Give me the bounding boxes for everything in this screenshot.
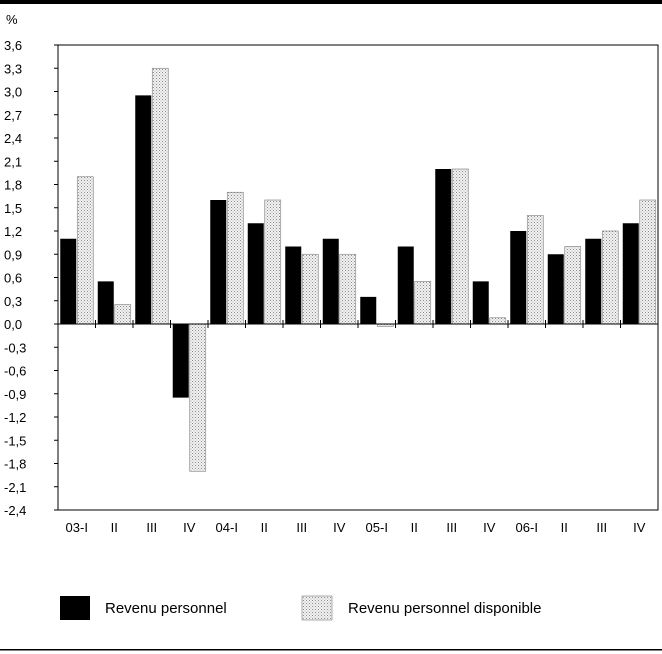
bar-revenu-personnel-10 xyxy=(435,169,452,324)
y-tick-label: -1,5 xyxy=(4,433,26,448)
x-tick-label: III xyxy=(446,520,457,535)
bar-revenu-personnel-disponible-1 xyxy=(114,304,132,325)
y-tick-label: 0,3 xyxy=(4,294,22,309)
bar-revenu-personnel-6 xyxy=(285,246,302,324)
x-tick-label: 04-I xyxy=(216,520,238,535)
bar-revenu-personnel-14 xyxy=(585,238,602,324)
plot-frame xyxy=(57,44,659,511)
y-tick-label: 2,7 xyxy=(4,108,22,123)
legend-label-revenu-personnel: Revenu personnel xyxy=(105,600,227,617)
y-tick-label: 3,3 xyxy=(4,61,22,76)
x-tick-label: III xyxy=(146,520,157,535)
x-tick-label: II xyxy=(261,520,268,535)
bar-revenu-personnel-7 xyxy=(322,238,339,324)
x-tick-label: 06-I xyxy=(516,520,538,535)
y-tick-label: 0,0 xyxy=(4,317,22,332)
y-tick-label: 0,6 xyxy=(4,271,22,286)
x-tick-label: III xyxy=(596,520,607,535)
bar-revenu-personnel-5 xyxy=(247,223,264,324)
y-tick-label: 0,9 xyxy=(4,247,22,262)
y-tick-label: 3,6 xyxy=(4,38,22,53)
bar-revenu-personnel-9 xyxy=(397,246,414,324)
bar-revenu-personnel-8 xyxy=(360,296,377,324)
y-tick-label: -2,1 xyxy=(4,480,26,495)
legend-swatch-revenu-personnel xyxy=(60,596,90,620)
y-tick-label: -0,6 xyxy=(4,364,26,379)
bar-revenu-personnel-disponible-5 xyxy=(264,199,282,325)
bar-revenu-personnel-disponible-3 xyxy=(189,323,207,472)
bar-revenu-personnel-disponible-2 xyxy=(151,67,169,325)
y-tick-label: 2,4 xyxy=(4,131,22,146)
y-tick-label: 1,5 xyxy=(4,201,22,216)
bar-revenu-personnel-disponible-7 xyxy=(339,253,357,325)
y-tick-label: -1,2 xyxy=(4,410,26,425)
legend-label-revenu-personnel-disponible: Revenu personnel disponible xyxy=(348,600,541,617)
bottom-rule xyxy=(0,649,662,651)
bar-revenu-personnel-disponible-4 xyxy=(226,191,244,325)
bar-revenu-personnel-disponible-6 xyxy=(301,253,319,325)
bar-revenu-personnel-11 xyxy=(472,281,489,324)
x-axis: 03-I II III IV 04-I II III IV 05-I II III IV 06-I II I… xyxy=(66,320,646,535)
legend-swatch-revenu-personnel-disponible xyxy=(301,595,333,621)
bar-revenu-personnel-disponible-10 xyxy=(451,168,469,325)
bar-revenu-personnel-disponible-11 xyxy=(489,317,507,325)
x-tick-label: IV xyxy=(483,520,496,535)
y-tick-label: 3,0 xyxy=(4,85,22,100)
bar-revenu-personnel-disponible-0 xyxy=(76,176,94,325)
y-tick-label: -0,9 xyxy=(4,387,26,402)
x-tick-label: III xyxy=(296,520,307,535)
legend: Revenu personnel Revenu personnel dispon… xyxy=(60,595,541,621)
x-tick-label: 03-I xyxy=(66,520,88,535)
bar-revenu-personnel-disponible-14 xyxy=(601,230,619,325)
y-tick-label: 1,2 xyxy=(4,224,22,239)
x-tick-label: II xyxy=(411,520,418,535)
unit-label: % xyxy=(6,12,18,27)
y-tick-label: -1,8 xyxy=(4,457,26,472)
bar-revenu-personnel-3 xyxy=(172,324,189,398)
y-tick-label: 2,1 xyxy=(4,154,22,169)
bar-revenu-personnel-4 xyxy=(210,200,227,324)
y-tick-label: -2,4 xyxy=(4,503,26,518)
y-tick-label: 1,8 xyxy=(4,178,22,193)
x-tick-label: II xyxy=(111,520,118,535)
top-rule xyxy=(0,0,662,4)
bars xyxy=(60,67,657,472)
bar-revenu-personnel-0 xyxy=(60,238,77,324)
x-tick-label: IV xyxy=(183,520,196,535)
bar-revenu-personnel-12 xyxy=(510,231,527,324)
y-axis: 3,6 3,3 3,0 2,7 2,4 2,1 1,8 1,5 1,2 0,9 0,6 0,3 0,0 -… xyxy=(4,38,58,518)
bar-revenu-personnel-disponible-12 xyxy=(526,215,544,325)
x-tick-label: IV xyxy=(333,520,346,535)
bar-revenu-personnel-1 xyxy=(97,281,114,324)
bar-revenu-personnel-13 xyxy=(547,254,564,324)
x-tick-label: II xyxy=(561,520,568,535)
y-tick-label: -0,3 xyxy=(4,340,26,355)
x-tick-label: 05-I xyxy=(366,520,388,535)
x-tick-label: IV xyxy=(633,520,646,535)
bar-revenu-personnel-15 xyxy=(622,223,639,324)
bar-revenu-personnel-2 xyxy=(135,95,152,324)
bar-revenu-personnel-disponible-15 xyxy=(639,199,657,325)
bar-revenu-personnel-disponible-13 xyxy=(564,246,582,325)
bar-revenu-personnel-disponible-9 xyxy=(414,281,432,325)
